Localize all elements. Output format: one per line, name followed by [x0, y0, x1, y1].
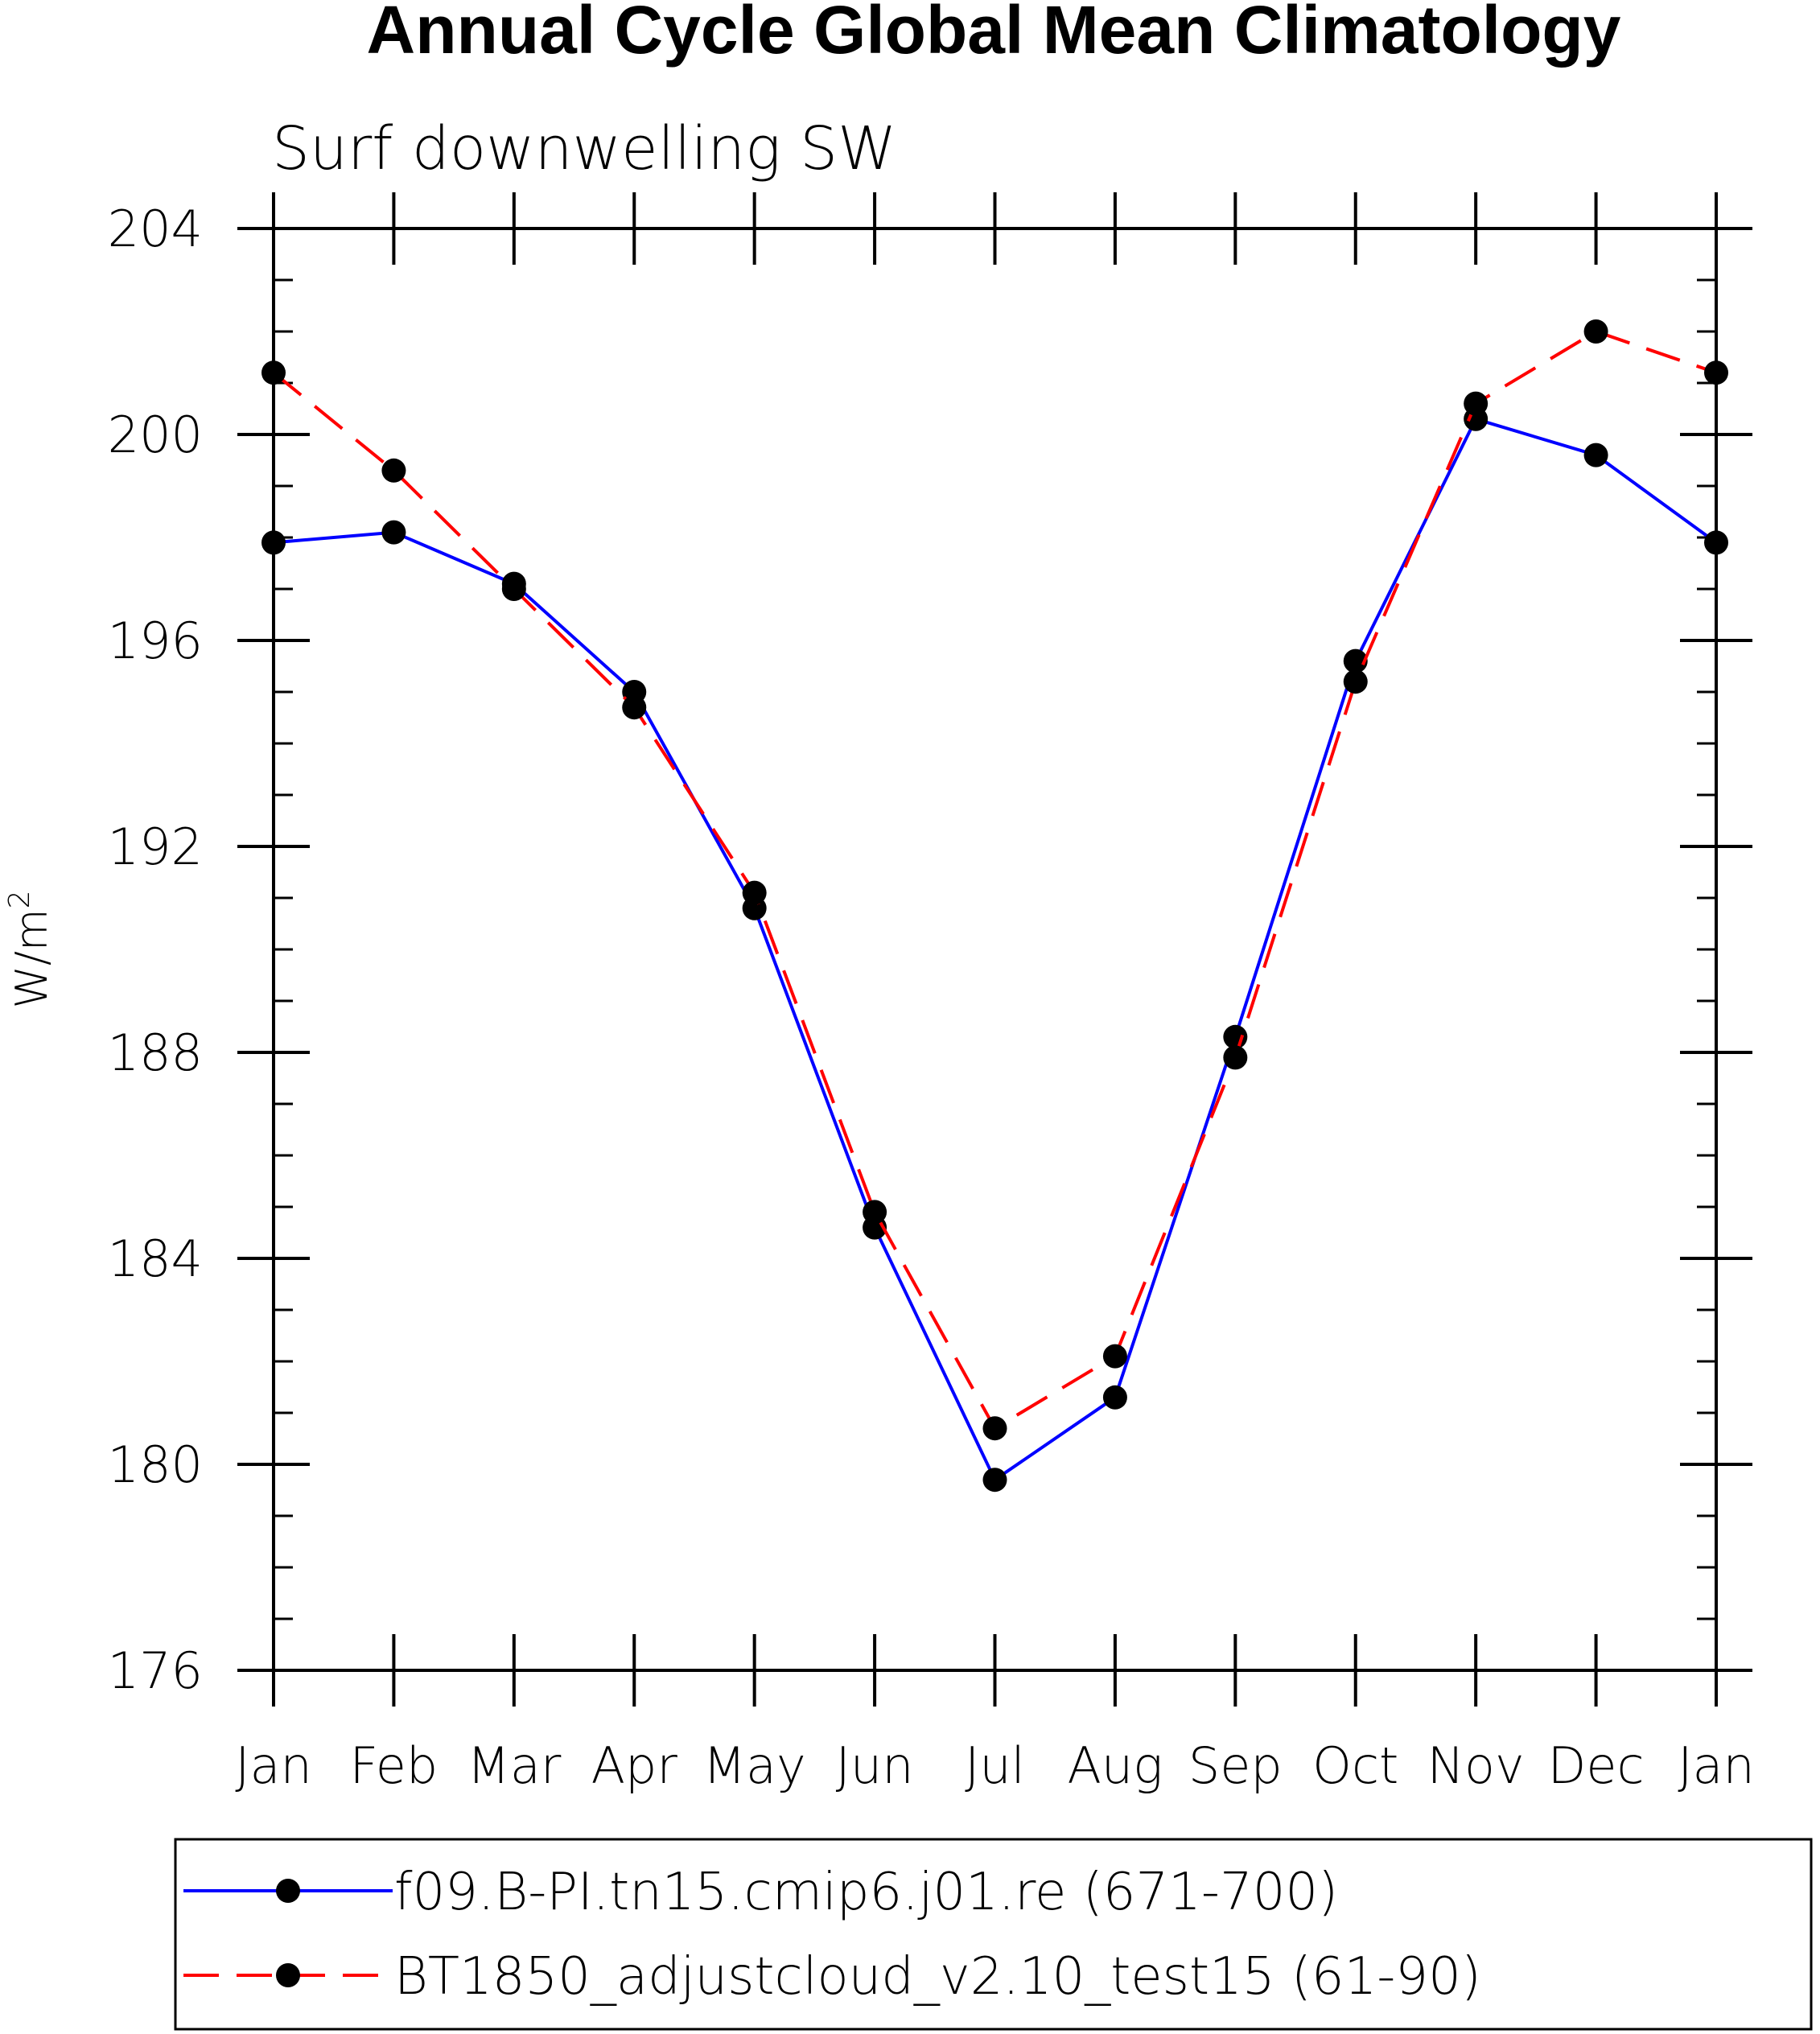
- series-2-point: [1102, 1344, 1127, 1369]
- x-tick-label: Sep: [1188, 1736, 1283, 1795]
- x-tick-label: Mar: [467, 1736, 561, 1795]
- x-tick-label: Feb: [350, 1736, 439, 1795]
- y-tick-label: 192: [108, 817, 203, 876]
- plot-frame: [272, 227, 1718, 1672]
- y-tick-label: 196: [108, 611, 203, 670]
- y-tick-label: 180: [108, 1435, 203, 1494]
- y-tick-label: 188: [108, 1023, 203, 1082]
- series-2-point: [1343, 669, 1368, 694]
- series-1-point: [1102, 1385, 1127, 1410]
- series-2-point: [1583, 319, 1608, 344]
- legend-entry-2: BT1850_adjustcloud_v2.10_test15 (61-90): [183, 1947, 1481, 2007]
- x-tick-label: Apr: [591, 1736, 678, 1795]
- series-layer: [261, 319, 1728, 1493]
- series-1-point: [1343, 648, 1368, 673]
- y-axis-title: W/m2: [3, 890, 57, 1008]
- series-2-point: [1223, 1045, 1248, 1070]
- y-tick-label: 200: [108, 406, 203, 464]
- legend-label: f09.B-PI.tn15.cmip6.j01.re (671-700): [394, 1863, 1338, 1922]
- series-1: [261, 406, 1728, 1493]
- x-tick-label: Oct: [1312, 1736, 1398, 1795]
- legend-entry-1: f09.B-PI.tn15.cmip6.j01.re (671-700): [183, 1863, 1338, 1922]
- series-1-point: [381, 520, 406, 545]
- y-tick-label: 184: [108, 1229, 203, 1288]
- x-tick-label: May: [703, 1736, 806, 1795]
- x-tick-label: Jul: [965, 1736, 1025, 1795]
- series-1-point: [1583, 443, 1608, 467]
- y-axis-unit-superscript: 2: [3, 890, 36, 908]
- legend-marker: [276, 1879, 300, 1903]
- x-tick-label: Aug: [1067, 1736, 1163, 1795]
- y-tick-label: 176: [108, 1641, 203, 1700]
- legend-label: BT1850_adjustcloud_v2.10_test15 (61-90): [394, 1947, 1481, 2007]
- series-2-point: [742, 880, 767, 905]
- series-2-point: [381, 458, 406, 483]
- chart-subtitle: Surf downwelling SW: [272, 114, 896, 183]
- series-2-point: [501, 577, 526, 601]
- x-tick-labels: Jan Feb Mar Apr May Jun Jul Aug Sep Oct Nov Dec Jan: [235, 1736, 1755, 1795]
- x-tick-label: Jan: [1678, 1736, 1755, 1795]
- x-tick-label: Jan: [235, 1736, 312, 1795]
- legend: f09.B-PI.tn15.cmip6.j01.re (671-700) BT18…: [174, 1838, 1813, 2031]
- x-tick-label: Jun: [836, 1736, 914, 1795]
- chart-title: Annual Cycle Global Mean Climatology: [367, 0, 1621, 68]
- series-2-line: [272, 329, 1717, 1431]
- series-2-point: [622, 695, 647, 720]
- x-tick-label: Dec: [1548, 1736, 1645, 1795]
- y-axis-unit: W/m: [6, 908, 57, 1008]
- series-2: [261, 319, 1728, 1441]
- series-1-point: [982, 1468, 1007, 1493]
- y-tick-label: 204: [108, 200, 203, 258]
- y-tick-labels: 176 180 184 188 192 196 200 204: [108, 200, 203, 1700]
- series-2-point: [982, 1416, 1007, 1441]
- x-tick-label: Nov: [1427, 1736, 1525, 1795]
- legend-entries: f09.B-PI.tn15.cmip6.j01.re (671-700) BT18…: [183, 1863, 1481, 2007]
- series-2-point: [1464, 391, 1489, 416]
- series-1-point: [1223, 1024, 1248, 1049]
- series-1-line: [273, 417, 1718, 1483]
- legend-marker: [276, 1963, 300, 1987]
- legend-box: [174, 1838, 1813, 2031]
- series-2-point: [863, 1200, 887, 1225]
